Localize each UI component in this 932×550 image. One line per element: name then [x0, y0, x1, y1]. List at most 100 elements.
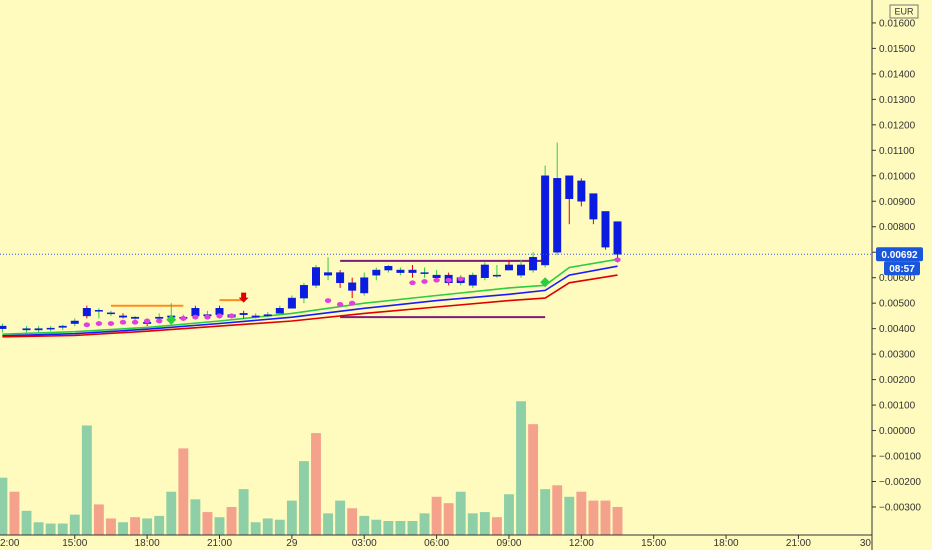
candle-body — [384, 265, 393, 271]
volume-bar — [371, 519, 382, 535]
volume-bar — [504, 494, 514, 535]
volume-bar — [142, 518, 153, 535]
price-axis-label: 0.01300 — [879, 95, 916, 106]
volume-bar — [564, 496, 575, 535]
volume-bar — [347, 508, 358, 535]
volume-bar — [214, 517, 225, 535]
candle-body — [191, 308, 200, 317]
candle-body — [541, 175, 550, 266]
price-axis-label: 0.00500 — [879, 299, 916, 310]
candle-body — [529, 257, 538, 271]
candle-body — [312, 267, 320, 286]
volume-bar — [407, 520, 418, 535]
volume-bar — [226, 506, 237, 535]
candle-body — [432, 274, 441, 278]
volume-bar — [528, 424, 539, 535]
signal-diamond — [540, 277, 551, 288]
time-axis-label: 2:00 — [0, 538, 20, 549]
price-axis-label: 0.01400 — [879, 69, 916, 80]
signal-dot — [409, 280, 416, 286]
candle-body — [119, 315, 128, 318]
price-axis-label: 0.01200 — [879, 120, 916, 131]
volume-bar — [130, 517, 141, 535]
signal-dot — [95, 321, 103, 326]
candle-body — [58, 325, 67, 328]
signal-dot — [156, 318, 163, 324]
volume-bar — [250, 522, 261, 535]
ma-line — [2, 274, 618, 338]
volume-bar — [93, 504, 104, 535]
signal-dot — [131, 319, 139, 325]
currency-box: EUR — [889, 4, 919, 19]
candle-body — [22, 328, 31, 331]
candle-body — [348, 282, 357, 291]
time-axis-label: 12:00 — [569, 538, 594, 549]
candle-body — [577, 180, 586, 202]
volume-bar — [576, 491, 587, 535]
volume-bar — [455, 491, 466, 535]
candle-body — [565, 175, 574, 199]
moving-average-lines — [2, 258, 618, 338]
price-badge: 0.00692 08:57 — [876, 247, 923, 276]
price-axis-label: 0.01000 — [879, 171, 916, 182]
volume-bar — [57, 523, 68, 535]
candle-body — [106, 312, 115, 315]
candle-body — [46, 327, 55, 330]
volume-bar — [9, 491, 20, 535]
price-axis-label: 0.01500 — [879, 44, 916, 55]
time-axis-label: 03:00 — [352, 538, 377, 549]
candle-body — [251, 315, 260, 318]
volume-bar — [540, 489, 551, 535]
volume-bar — [335, 500, 346, 535]
candle-body — [553, 178, 562, 253]
price-axis[interactable]: 0.01600 0.01500 0.01400 0.01300 0.01200 0.011… — [872, 18, 921, 513]
volume-bar — [33, 522, 44, 535]
signal-dot — [421, 279, 428, 284]
time-axis-label: 15:00 — [641, 538, 666, 549]
time-axis-label: 15:00 — [62, 538, 87, 549]
signal-dot — [324, 298, 332, 304]
signal-dot — [228, 313, 235, 319]
price-axis-label: 0.00200 — [879, 375, 916, 386]
candle-body — [275, 308, 284, 314]
volume-bar — [106, 518, 116, 535]
volume-bar — [166, 491, 177, 535]
price-axis-label: 0.00600 — [879, 273, 916, 284]
signal-dot — [83, 322, 91, 328]
price-axis-label: 0.00100 — [879, 401, 916, 412]
volume-bar — [479, 512, 490, 535]
volume-bar — [323, 513, 334, 535]
candle-body — [504, 264, 513, 271]
candle-body — [517, 264, 526, 276]
volume-bar — [419, 513, 430, 535]
candle-body — [492, 274, 501, 277]
volume-bar — [286, 500, 297, 535]
volume-bar — [395, 520, 406, 535]
time-axis-label: 21:00 — [207, 538, 232, 549]
price-axis-label: 0.00000 — [879, 426, 916, 437]
volume-bar — [383, 520, 394, 535]
candle-body — [360, 277, 369, 294]
candle-body — [372, 269, 381, 276]
volume-bar — [588, 500, 599, 535]
volume-bar — [274, 519, 285, 535]
candle-body — [94, 310, 103, 312]
time-axis[interactable]: 15:00 18:00 21:00 29 03:00 06:00 09:00 12:00 15:… — [0, 535, 871, 549]
candle-body — [299, 285, 308, 299]
volume-bar — [238, 489, 249, 535]
signal-dot — [204, 314, 211, 320]
candle-body — [601, 211, 610, 248]
volume-bar — [491, 517, 502, 535]
price-axis-label: 0.00800 — [879, 222, 916, 233]
volume-bar — [21, 510, 32, 535]
signal-dot — [457, 276, 464, 282]
signal-dot — [192, 314, 199, 320]
candle-body — [155, 316, 164, 319]
candle-body — [82, 308, 91, 317]
candle-body — [0, 325, 7, 329]
candle-body — [131, 316, 140, 319]
price-axis-label: −0.00300 — [879, 502, 921, 513]
volume-bar — [467, 513, 478, 535]
